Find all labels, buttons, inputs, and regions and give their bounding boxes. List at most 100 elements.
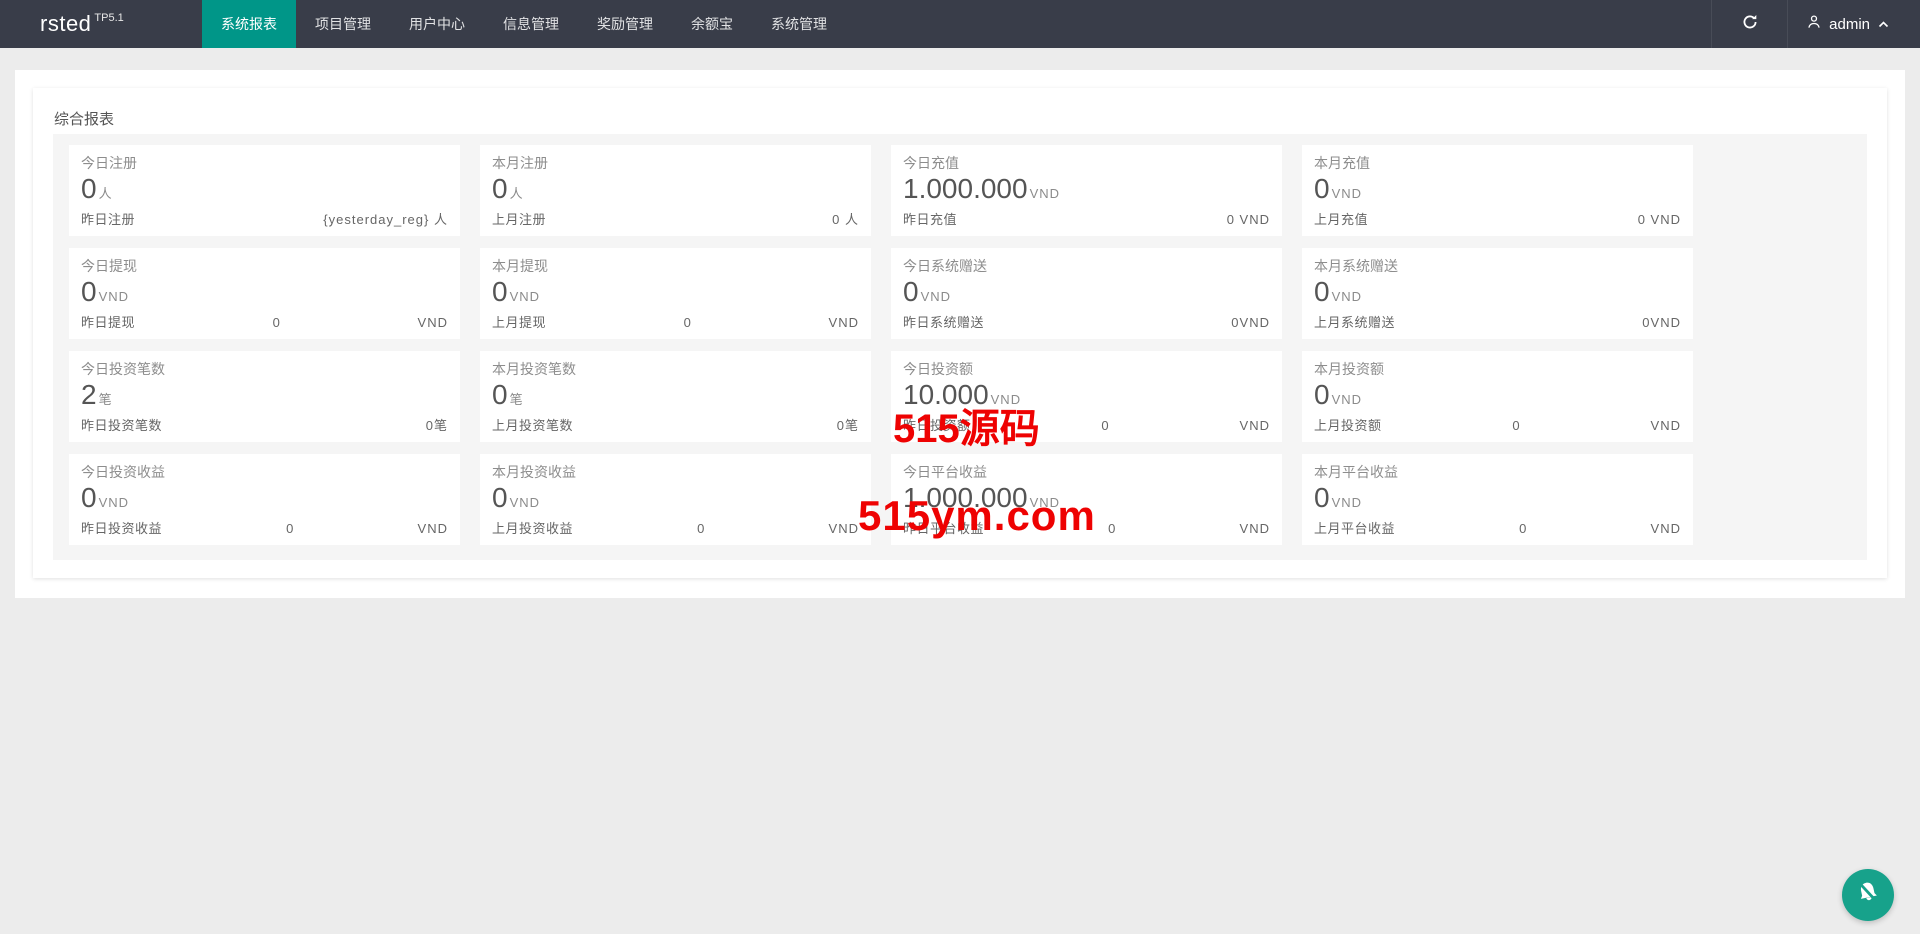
user-menu[interactable]: admin — [1787, 0, 1920, 48]
stat-value: 2 — [81, 379, 97, 410]
main-nav: 系统报表 项目管理 用户中心 信息管理 奖励管理 余额宝 系统管理 — [202, 0, 846, 48]
stat-footer-label: 昨日提现 — [81, 315, 136, 330]
stat-footer-label: 昨日注册 — [81, 212, 136, 227]
stat-value: 1.000.000 — [903, 482, 1028, 513]
stat-title: 今日充值 — [903, 155, 959, 171]
stat-card: 本月投资收益 0 VND 上月投资收益 0 VND — [480, 454, 871, 545]
stat-card: 今日充值 1.000.000 VND 昨日充值 0 VND — [891, 145, 1282, 236]
stat-footer-value: VND — [828, 521, 859, 536]
stat-footer-mid: 0 — [272, 315, 280, 330]
stat-footer: 上月投资笔数 0笔 — [492, 415, 859, 434]
stat-footer-label: 上月平台收益 — [1314, 521, 1396, 536]
stat-footer: 昨日投资笔数 0笔 — [81, 415, 448, 434]
stat-footer-mid: 0 — [1108, 521, 1116, 536]
app-logo[interactable]: rsted TP5.1 — [0, 0, 202, 48]
stat-footer-mid: 0 — [1101, 418, 1109, 433]
stat-value: 0 — [903, 276, 919, 307]
stat-footer-value: 0 VND — [1637, 212, 1681, 227]
stat-footer: 上月平台收益 0 VND — [1314, 518, 1681, 537]
stat-value: 0 — [81, 482, 97, 513]
stat-footer-value: 0VND — [1231, 315, 1270, 330]
stat-value: 0 — [81, 276, 97, 307]
stat-footer-value: VND — [1650, 521, 1681, 536]
chevron-up-icon — [1877, 16, 1890, 33]
stat-card: 本月充值 0 VND 上月充值 0 VND — [1302, 145, 1693, 236]
stat-value-row: 1.000.000 VND — [903, 174, 1270, 209]
stat-footer-value: VND — [1239, 418, 1270, 433]
nav-item-5[interactable]: 余额宝 — [691, 16, 733, 32]
stat-title: 今日注册 — [81, 155, 137, 171]
stat-footer: 上月注册 0 人 — [492, 209, 859, 228]
stat-unit: 人 — [509, 186, 524, 201]
stat-unit: 笔 — [509, 392, 524, 407]
nav-item-3[interactable]: 信息管理 — [503, 16, 559, 32]
stat-footer-value: VND — [417, 315, 448, 330]
navbar-right: admin — [1711, 0, 1920, 48]
stat-footer-label: 上月投资收益 — [492, 521, 574, 536]
stat-value: 0 — [492, 379, 508, 410]
stat-unit: VND — [1331, 392, 1363, 407]
stat-value: 0 — [1314, 276, 1330, 307]
stat-footer-label: 上月系统赠送 — [1314, 315, 1396, 330]
stat-card: 今日系统赠送 0 VND 昨日系统赠送 0VND — [891, 248, 1282, 339]
stat-title: 本月投资收益 — [492, 464, 576, 480]
stat-unit: VND — [1029, 495, 1061, 510]
stat-footer-mid: 0 — [1519, 521, 1527, 536]
stat-title: 今日投资收益 — [81, 464, 165, 480]
stat-value-row: 0 VND — [1314, 380, 1681, 415]
stat-unit: VND — [1331, 289, 1363, 304]
stat-value-row: 0 VND — [492, 277, 859, 312]
watermark-line2: 515ym.com — [858, 492, 1096, 539]
refresh-button[interactable] — [1711, 0, 1787, 48]
stat-footer-label: 昨日充值 — [903, 212, 958, 227]
stat-value: 1.000.000 — [903, 173, 1028, 204]
stat-footer-value: {yesterday_reg} 人 — [323, 212, 448, 227]
stat-unit: VND — [1331, 186, 1363, 201]
stat-unit: 笔 — [98, 392, 113, 407]
notifications-toggle-button[interactable] — [1842, 869, 1894, 921]
nav-item-6[interactable]: 系统管理 — [771, 16, 827, 32]
stat-footer-value: VND — [417, 521, 448, 536]
section-title: 综合报表 — [54, 111, 115, 128]
stat-footer: 上月提现 0 VND — [492, 312, 859, 331]
app-logo-text: rsted — [40, 11, 92, 36]
stat-value-row: 0 VND — [1314, 174, 1681, 209]
stat-card: 今日平台收益 1.000.000 VND 昨日平台收益 0 VND — [891, 454, 1282, 545]
stat-footer-label: 昨日投资笔数 — [81, 418, 163, 433]
stat-footer-value: 0笔 — [836, 418, 859, 433]
stat-title: 本月投资笔数 — [492, 361, 576, 377]
stat-footer-label: 昨日投资收益 — [81, 521, 163, 536]
stat-footer: 昨日充值 0 VND — [903, 209, 1270, 228]
stat-footer: 昨日提现 0 VND — [81, 312, 448, 331]
stat-footer-value: 0 VND — [1226, 212, 1270, 227]
stat-footer-value: 0 人 — [832, 212, 859, 227]
stat-card: 本月平台收益 0 VND 上月平台收益 0 VND — [1302, 454, 1693, 545]
stat-footer-label: 上月注册 — [492, 212, 547, 227]
watermark-line1: 515源码 — [893, 407, 1040, 451]
stat-card: 本月投资额 0 VND 上月投资额 0 VND — [1302, 351, 1693, 442]
stat-title: 今日提现 — [81, 258, 137, 274]
stat-title: 本月投资额 — [1314, 361, 1384, 377]
stat-title: 本月系统赠送 — [1314, 258, 1398, 274]
stat-footer: 上月投资收益 0 VND — [492, 518, 859, 537]
stat-footer-label: 上月投资笔数 — [492, 418, 574, 433]
person-icon — [1806, 14, 1822, 34]
nav-item-1[interactable]: 项目管理 — [315, 16, 371, 32]
stat-card: 今日投资收益 0 VND 昨日投资收益 0 VND — [69, 454, 460, 545]
stat-footer: 上月投资额 0 VND — [1314, 415, 1681, 434]
stat-value-row: 0 VND — [492, 483, 859, 518]
nav-item-2[interactable]: 用户中心 — [409, 16, 465, 32]
bell-slash-icon — [1854, 879, 1882, 912]
nav-item-4[interactable]: 奖励管理 — [597, 16, 653, 32]
stat-footer: 昨日投资额 0 VND — [903, 415, 1270, 434]
nav-item-0[interactable]: 系统报表 — [202, 0, 296, 48]
